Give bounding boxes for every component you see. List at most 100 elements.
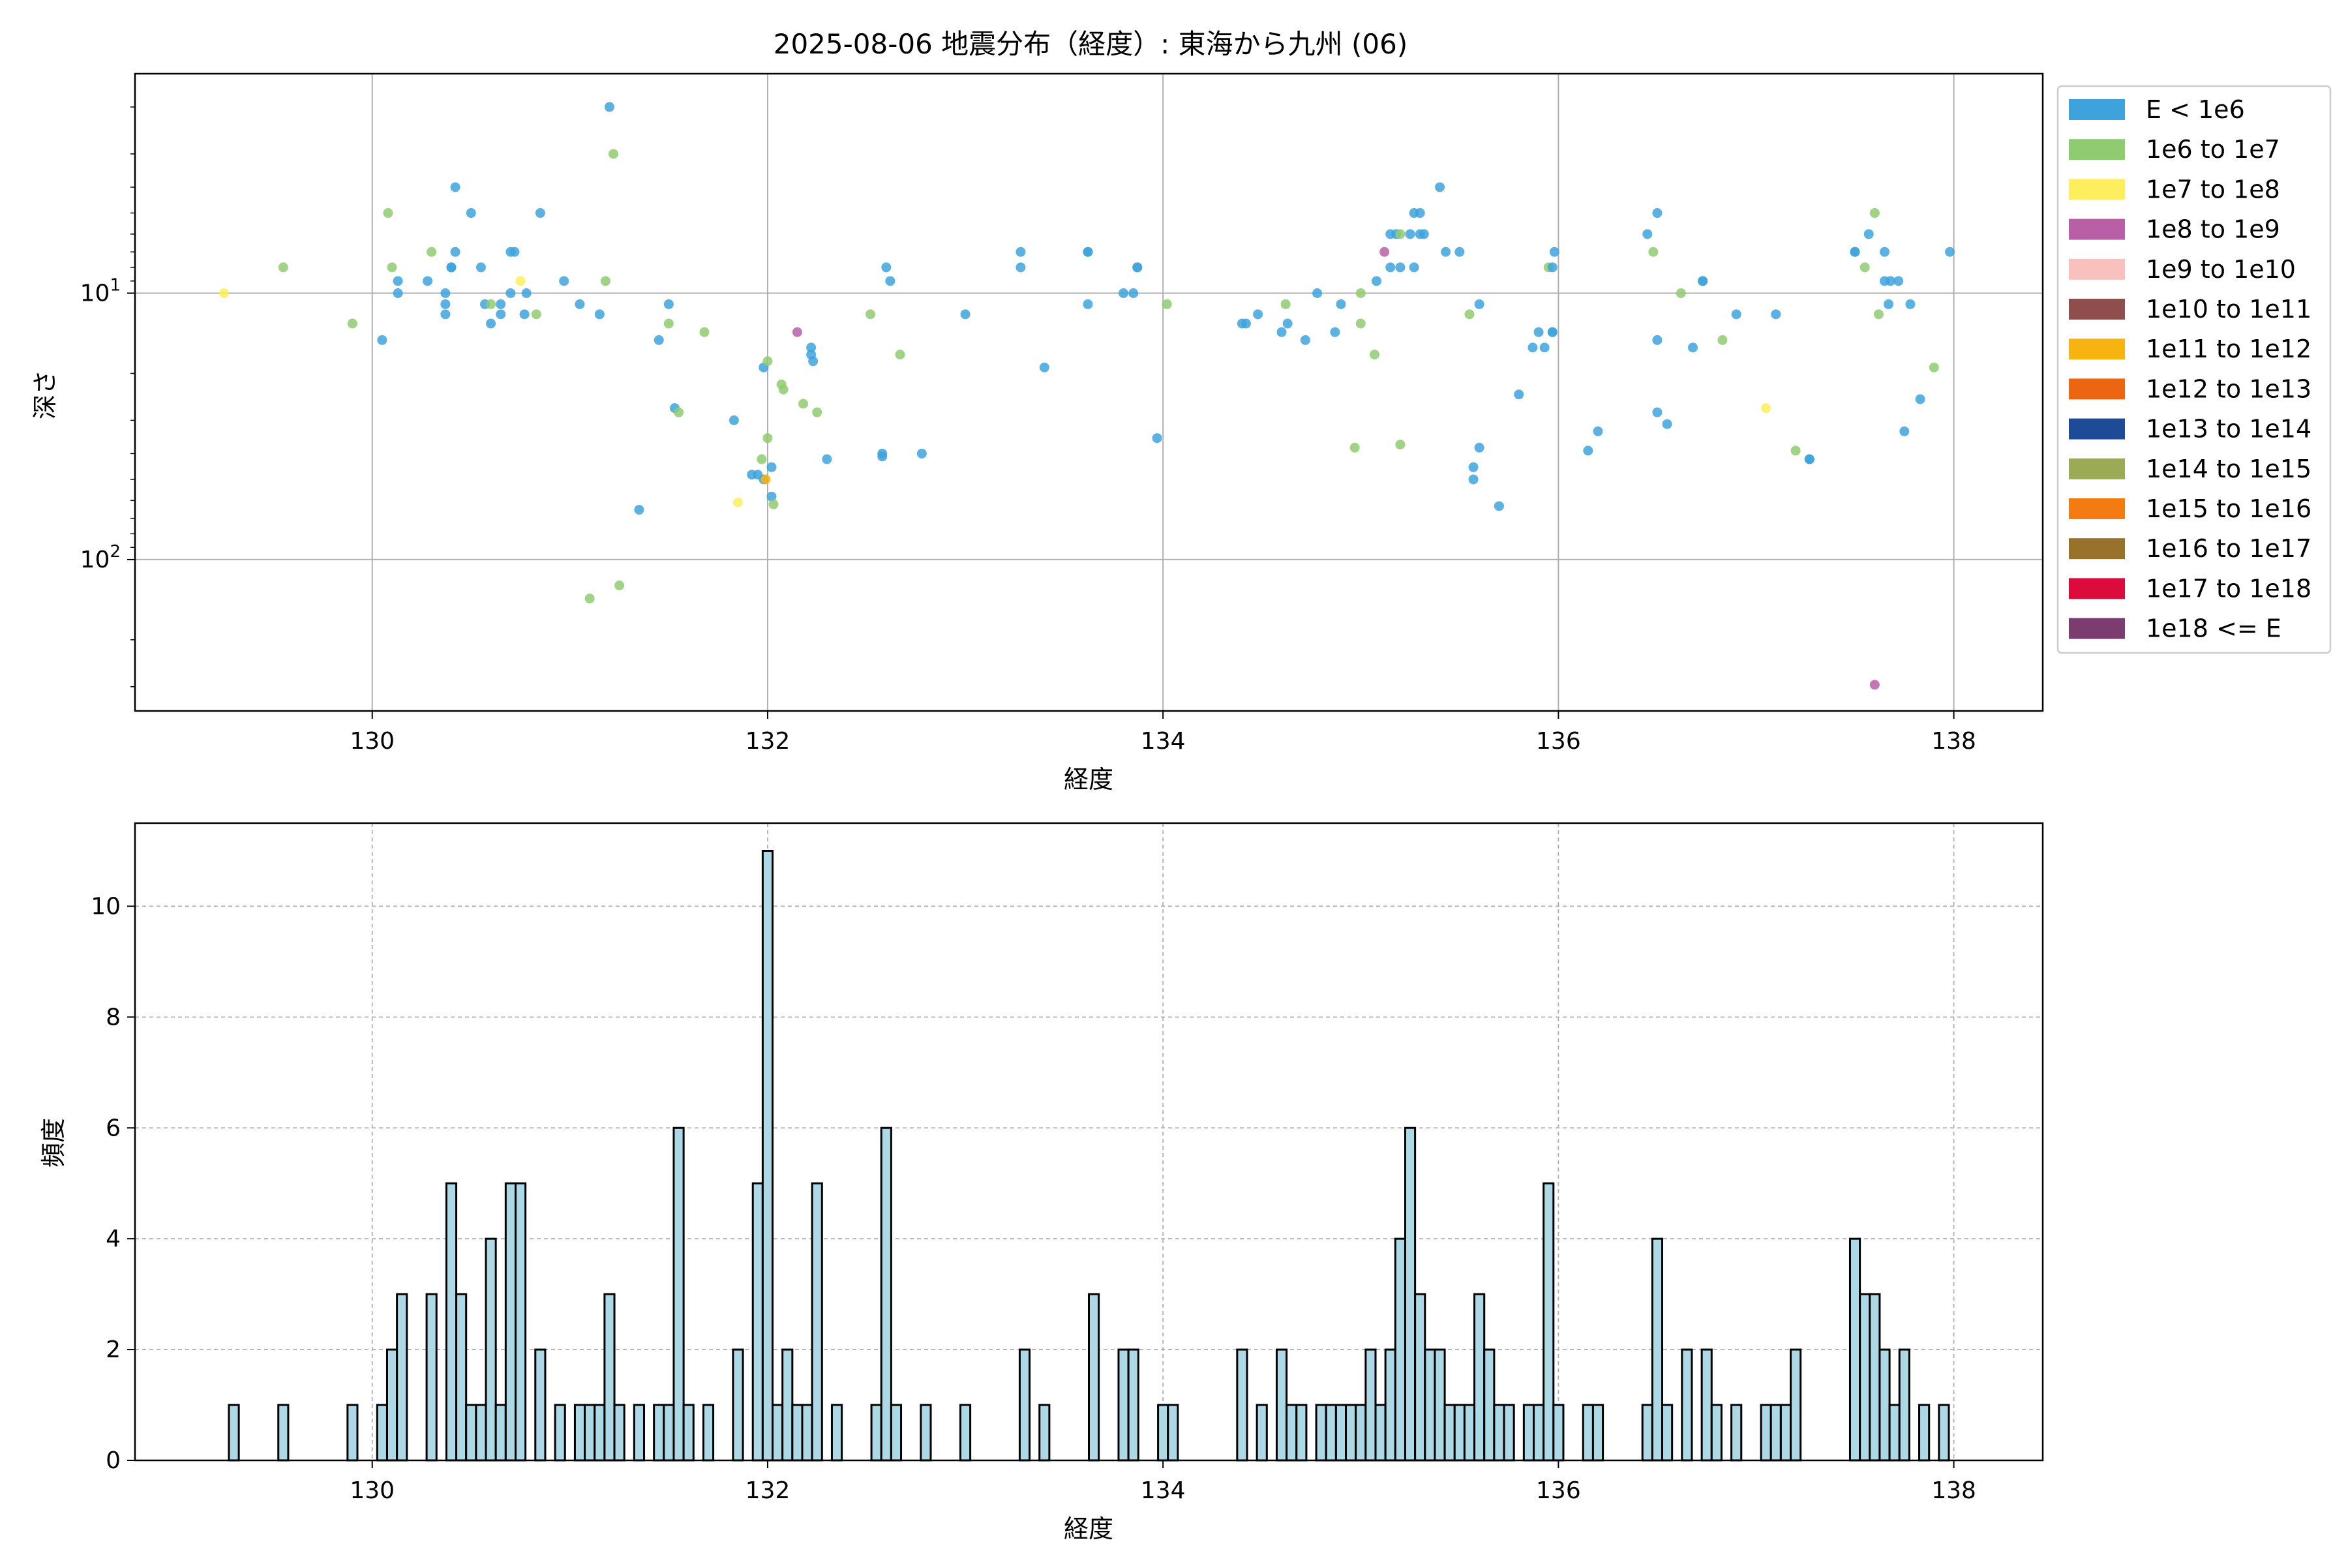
histogram-y-tick-label: 4 <box>106 1226 121 1252</box>
legend-label: 1e6 to 1e7 <box>2146 135 2280 164</box>
scatter-point <box>1915 394 1925 404</box>
scatter-x-tick-label: 136 <box>1536 728 1581 755</box>
scatter-x-axis-label: 経度 <box>1064 765 1113 794</box>
scatter-point <box>1119 288 1129 299</box>
scatter-point <box>423 276 433 286</box>
histogram-bar <box>890 1404 903 1462</box>
scatter-point <box>1945 247 1955 257</box>
scatter-point <box>1652 335 1663 345</box>
scatter-x-tick-label: 134 <box>1141 728 1186 755</box>
scatter-point <box>1132 262 1143 273</box>
histogram-bar <box>1434 1348 1446 1462</box>
scatter-point <box>1547 327 1558 337</box>
scatter-points <box>218 102 1955 690</box>
histogram-bar <box>1018 1348 1031 1462</box>
scatter-point <box>393 276 403 286</box>
histogram-bar <box>1710 1404 1723 1462</box>
histogram-bar <box>959 1404 972 1462</box>
scatter-point <box>1300 335 1310 345</box>
legend-swatch <box>2069 99 2125 120</box>
legend-frame <box>2056 85 2332 654</box>
scatter-point <box>634 505 644 515</box>
scatter-point <box>609 149 619 159</box>
histogram-bar <box>1888 1404 1901 1462</box>
histogram-bar <box>1157 1404 1169 1462</box>
scatter-point <box>1395 440 1406 450</box>
histogram-y-tick-label: 6 <box>106 1115 121 1141</box>
scatter-point <box>1039 362 1049 372</box>
scatter-point <box>877 448 888 459</box>
histogram-bar <box>1256 1404 1268 1462</box>
histogram-x-tick-label: 136 <box>1536 1477 1581 1504</box>
scatter-point <box>440 299 451 309</box>
scatter-point <box>519 309 530 320</box>
scatter-point <box>699 327 710 337</box>
scatter-point <box>1514 389 1524 400</box>
histogram-bar <box>385 1348 399 1462</box>
histogram-x-tick-label: 130 <box>350 1477 395 1504</box>
histogram-bar <box>1414 1293 1426 1462</box>
scatter-point <box>1083 247 1093 257</box>
scatter-point <box>757 454 767 464</box>
scatter-point <box>1863 229 1874 239</box>
scatter-point <box>1454 247 1465 257</box>
scatter-point <box>1593 426 1603 436</box>
scatter-point <box>960 309 971 320</box>
scatter-point <box>1415 208 1425 219</box>
scatter-point <box>895 350 905 360</box>
scatter-point <box>1886 276 1896 286</box>
histogram-bar <box>791 1404 804 1462</box>
histogram-bar <box>732 1348 744 1462</box>
scatter-point <box>916 448 927 459</box>
scatter-point <box>663 318 674 329</box>
scatter-grid <box>135 74 2043 711</box>
scatter-point <box>768 499 779 509</box>
histogram-bar <box>633 1404 646 1462</box>
legend-label: 1e14 to 1e15 <box>2146 455 2311 483</box>
histogram-bar <box>603 1293 616 1462</box>
scatter-point <box>575 299 585 309</box>
histogram-bar <box>1355 1404 1367 1462</box>
histogram-bar <box>751 1182 764 1462</box>
histogram-bar <box>1898 1348 1910 1462</box>
scatter-point <box>486 318 496 329</box>
scatter-point <box>521 288 532 299</box>
histogram-bar <box>1127 1348 1139 1462</box>
histogram-bar <box>702 1404 715 1462</box>
histogram-bar <box>1661 1404 1674 1462</box>
histogram-x-tick-label: 132 <box>745 1477 790 1504</box>
scatter-point <box>766 462 777 472</box>
scatter-point <box>1405 229 1415 239</box>
scatter-point <box>1419 229 1429 239</box>
histogram-bar <box>772 1404 784 1462</box>
scatter-point <box>822 454 832 464</box>
scatter-point <box>535 208 545 219</box>
histogram-y-tick-label: 0 <box>106 1447 121 1474</box>
legend-swatch <box>2069 578 2125 599</box>
histogram-bar <box>1543 1182 1555 1462</box>
histogram-bar <box>1938 1404 1950 1462</box>
scatter-point <box>1869 680 1880 690</box>
histogram-x-tick-label: 138 <box>1931 1477 1976 1504</box>
legend-label: 1e7 to 1e8 <box>2146 175 2280 204</box>
histogram-bar <box>1779 1404 1792 1462</box>
histogram-bar <box>475 1404 487 1462</box>
scatter-x-tick-label: 130 <box>350 728 395 755</box>
scatter-legend: E < 1e6 1e6 to 1e7 1e7 to 1e8 1e8 to 1e9 1e9… <box>2056 85 2332 654</box>
legend-label: 1e16 to 1e17 <box>2146 534 2311 563</box>
scatter-point <box>1905 299 1916 309</box>
scatter-y-ticks: 101 102 <box>80 106 135 687</box>
figure-title: 2025-08-06 地震分布（経度）: 東海から九州 (06) <box>774 28 1408 60</box>
scatter-point <box>729 415 739 425</box>
scatter-point <box>531 309 541 320</box>
scatter-point <box>1698 276 1708 286</box>
scatter-point <box>1282 318 1293 329</box>
histogram-bar <box>1552 1404 1565 1462</box>
histogram-bar <box>1236 1348 1248 1462</box>
scatter-point <box>663 299 674 309</box>
scatter-point <box>1253 309 1263 320</box>
scatter-point <box>1687 342 1698 353</box>
scatter-point <box>486 299 496 309</box>
scatter-point <box>594 309 605 320</box>
histogram-bar <box>465 1404 477 1462</box>
